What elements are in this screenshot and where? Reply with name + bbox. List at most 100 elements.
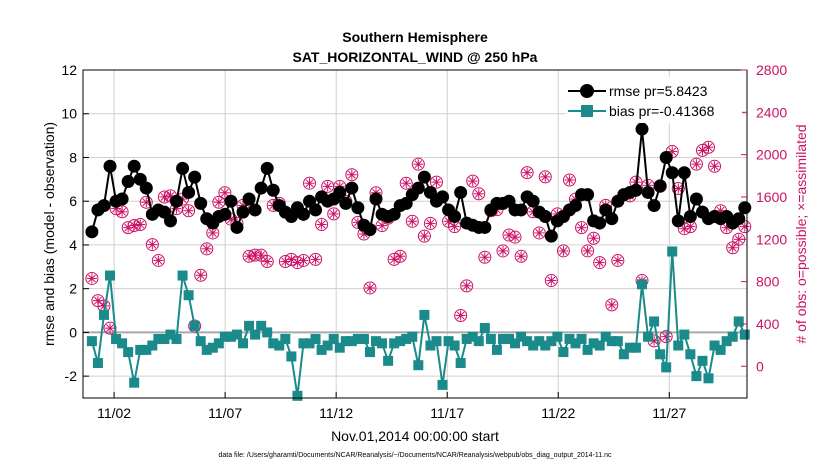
obs-possible-circle <box>689 157 703 171</box>
obs-assimilated-cross <box>94 296 102 305</box>
rmse-point <box>526 194 540 208</box>
rmse-point <box>333 185 347 199</box>
obs-possible-circle <box>581 244 595 258</box>
rmse-point <box>242 192 256 206</box>
bias-series <box>86 246 750 401</box>
bias-point <box>419 309 430 320</box>
bias-point <box>371 336 382 347</box>
obs-assimilated-cross <box>674 184 683 193</box>
obs-count-marker <box>611 253 625 267</box>
rmse-point <box>436 190 450 204</box>
bias-point <box>491 344 502 355</box>
obs-count-marker <box>538 170 552 184</box>
rmse-point <box>176 161 190 175</box>
obs-assimilated-cross <box>480 253 489 262</box>
rmse-point <box>224 194 238 208</box>
y2-tick-label: 2400 <box>756 104 787 120</box>
rmse-point <box>641 185 655 199</box>
y-tick-label: 4 <box>69 237 77 253</box>
rmse-point <box>182 185 196 199</box>
obs-assimilated-cross <box>396 252 405 261</box>
obs-assimilated-cross <box>311 255 320 264</box>
bias-point <box>443 336 454 347</box>
rmse-point <box>163 214 177 228</box>
bias-point <box>147 340 158 351</box>
bias-point <box>286 351 297 362</box>
bias-point <box>655 349 666 360</box>
obs-assimilated-cross <box>541 172 550 181</box>
obs-assimilated-cross <box>227 215 235 224</box>
obs-count-marker <box>85 271 99 285</box>
obs-assimilated-cross <box>366 284 374 292</box>
obs-assimilated-cross <box>214 198 223 207</box>
obs-count-marker <box>423 216 437 230</box>
bias-point <box>455 358 466 369</box>
obs-count-marker <box>587 231 601 245</box>
y-tick-label: 6 <box>69 193 77 209</box>
obs-count-marker <box>593 256 607 270</box>
obs-count-marker <box>115 205 129 219</box>
obs-assimilated-cross <box>208 229 217 237</box>
obs-possible-circle <box>508 230 522 244</box>
obs-count-marker <box>496 244 510 258</box>
rmse-point <box>254 181 268 195</box>
y-tick-label: 8 <box>69 149 77 165</box>
bias-point <box>328 333 339 344</box>
bias-point <box>637 279 648 290</box>
obs-count-marker <box>327 207 341 221</box>
bias-point <box>582 344 593 355</box>
bias-point <box>159 333 170 344</box>
bias-point <box>141 344 152 355</box>
bias-point <box>322 340 333 351</box>
obs-assimilated-cross <box>589 234 598 243</box>
legend-rmse-label: rmse pr=5.8423 <box>609 83 708 99</box>
rmse-point <box>139 181 153 195</box>
bias-point <box>407 331 418 342</box>
bias-point <box>516 331 527 342</box>
bias-point <box>449 340 460 351</box>
obs-assimilated-cross <box>414 160 423 169</box>
obs-count-marker <box>581 244 595 258</box>
obs-possible-circle <box>496 244 510 258</box>
rmse-point <box>188 170 202 184</box>
obs-assimilated-cross <box>299 256 308 265</box>
bias-point <box>612 336 623 347</box>
bias-point <box>473 336 484 347</box>
obs-assimilated-cross <box>184 206 193 215</box>
obs-possible-circle <box>708 159 722 173</box>
obs-count-marker <box>562 173 576 187</box>
obs-count-marker <box>133 217 147 231</box>
rmse-point <box>454 185 468 199</box>
rmse-point <box>103 159 117 173</box>
bias-point <box>546 336 557 347</box>
rmse-point <box>538 210 552 224</box>
obs-assimilated-cross <box>559 247 568 255</box>
obs-assimilated-cross <box>87 274 96 283</box>
bias-point <box>225 331 236 342</box>
obs-possible-circle <box>182 204 196 218</box>
bias-point <box>504 333 515 344</box>
obs-possible-circle <box>556 244 570 258</box>
y2-axis-label: # of obs: o=possible; ×=assimilated <box>793 124 809 343</box>
rmse-point <box>170 194 184 208</box>
obs-possible-circle <box>671 182 685 196</box>
obs-assimilated-cross <box>118 207 126 216</box>
obs-count-marker <box>429 175 443 189</box>
bias-point <box>395 336 406 347</box>
obs-assimilated-cross <box>148 240 157 249</box>
bias-point <box>727 331 738 342</box>
rmse-point <box>411 181 425 195</box>
bias-point <box>389 338 400 349</box>
bias-point <box>189 320 200 331</box>
obs-assimilated-cross <box>456 311 465 320</box>
obs-possible-circle <box>532 226 546 240</box>
obs-count-marker <box>544 274 558 288</box>
bias-point <box>364 347 375 358</box>
bias-point <box>630 342 641 353</box>
bias-point <box>697 355 708 366</box>
obs-assimilated-cross <box>347 170 356 179</box>
y-axis-ticks: 12 10 8 6 4 2 0 -2 <box>61 62 89 384</box>
rmse-point <box>738 201 752 215</box>
rmse-point <box>115 192 129 206</box>
bias-point <box>552 331 563 342</box>
